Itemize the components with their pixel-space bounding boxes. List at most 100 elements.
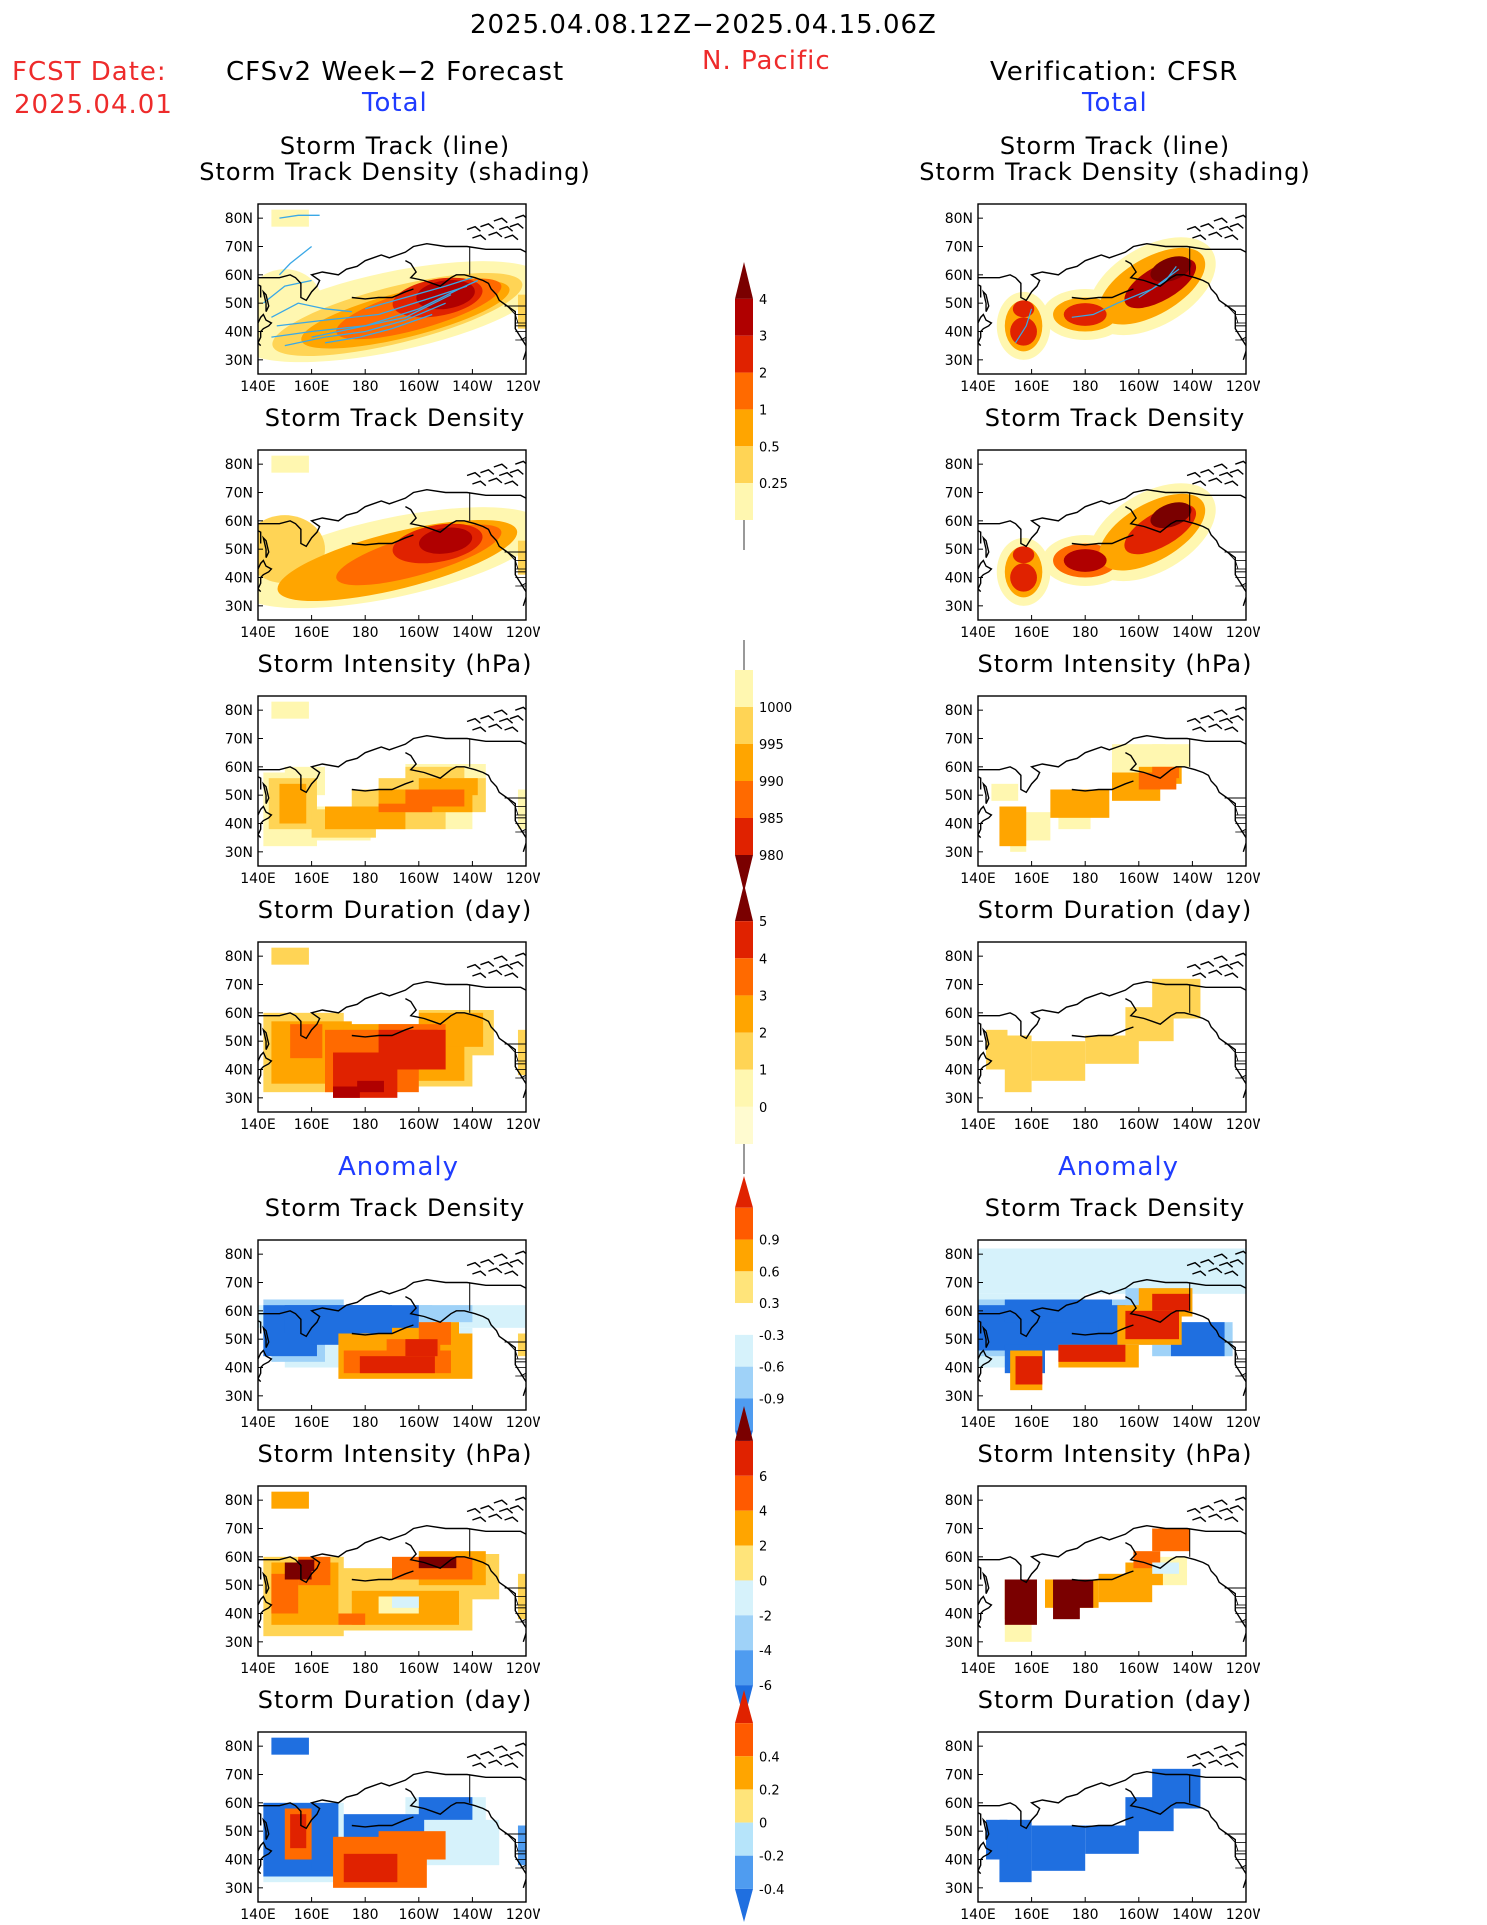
y-tick-label: 60N bbox=[225, 760, 253, 776]
x-tick-label: 180 bbox=[1072, 1907, 1099, 1923]
grid-cell bbox=[1152, 1293, 1190, 1311]
density-blob bbox=[416, 280, 475, 310]
coast-2 bbox=[978, 734, 1246, 794]
grid-cell bbox=[357, 1080, 384, 1093]
y-tick-label: 30N bbox=[225, 1635, 253, 1651]
grid-cell bbox=[991, 783, 1019, 801]
grid-cell bbox=[1152, 766, 1179, 779]
colorbar-arrow-top bbox=[735, 1176, 753, 1208]
colorbar-segment bbox=[735, 958, 753, 996]
y-tick-label: 60N bbox=[945, 1304, 973, 1320]
x-tick-label: 180 bbox=[1072, 871, 1099, 887]
map-panel-r3: 140E 160E 180 160W 140W 120W 80N 70N 60N 50N 40N 30… bbox=[945, 695, 1260, 887]
grid-cell bbox=[271, 1737, 309, 1755]
x-tick-label: 160W bbox=[399, 625, 440, 641]
coast-1 bbox=[982, 289, 990, 312]
arctic-island bbox=[1186, 1261, 1201, 1268]
coast-0 bbox=[978, 1841, 993, 1875]
x-tick-label: 140E bbox=[240, 379, 276, 395]
colorbar-duration-anom: -0.4 -0.2 0 0.2 0.4 bbox=[735, 1690, 784, 1922]
y-tick-label: 40N bbox=[225, 1853, 253, 1869]
arctic-island bbox=[498, 1507, 514, 1514]
colorbar-segment bbox=[735, 1239, 753, 1272]
grid-cell bbox=[333, 1086, 360, 1098]
y-tick-label: 50N bbox=[225, 296, 253, 312]
grid-cell bbox=[1152, 744, 1190, 767]
shading-layer bbox=[996, 483, 1216, 606]
coast-2 bbox=[258, 1278, 526, 1338]
track-line bbox=[1138, 265, 1177, 299]
map-panel-l5: 140E 160E 180 160W 140W 120W 80N 70N 60N 50N 40N 30… bbox=[225, 1239, 540, 1431]
y-tick-label: 80N bbox=[225, 457, 253, 473]
grid-cell bbox=[271, 1573, 299, 1614]
x-tick-label: 180 bbox=[352, 1661, 379, 1677]
shading-layer bbox=[986, 1768, 1201, 1883]
state-edge bbox=[506, 1043, 519, 1062]
coastline bbox=[258, 1250, 526, 1397]
arctic-island bbox=[1224, 1270, 1239, 1277]
arctic-island bbox=[480, 961, 495, 967]
x-tick-label: 160W bbox=[1119, 1907, 1160, 1923]
y-tick-label: 30N bbox=[225, 599, 253, 615]
y-tick-label: 80N bbox=[945, 1247, 973, 1263]
shading-layer bbox=[263, 947, 526, 1098]
grid-cell bbox=[517, 294, 526, 329]
y-tick-label: 80N bbox=[225, 703, 253, 719]
arctic-island bbox=[1192, 726, 1207, 733]
x-tick-label: 140W bbox=[452, 871, 493, 887]
colorbar-label: 2 bbox=[759, 1540, 767, 1555]
arctic-island bbox=[1235, 1250, 1246, 1255]
y-tick-label: 30N bbox=[225, 1881, 253, 1897]
x-tick-label: 140W bbox=[452, 625, 493, 641]
state-edge bbox=[1226, 1043, 1239, 1062]
y-tick-label: 50N bbox=[945, 1034, 973, 1050]
arctic-island bbox=[498, 717, 514, 724]
grid-cell bbox=[1015, 1356, 1043, 1385]
colorbar-segment bbox=[735, 1475, 753, 1511]
x-tick-label: 140E bbox=[960, 1661, 996, 1677]
arctic-island bbox=[466, 1507, 481, 1514]
arctic-island bbox=[1200, 1751, 1215, 1757]
arctic-island bbox=[480, 469, 495, 475]
arctic-island bbox=[1229, 1505, 1244, 1511]
y-tick-label: 40N bbox=[225, 817, 253, 833]
x-tick-label: 120W bbox=[506, 1907, 540, 1923]
y-tick-label: 80N bbox=[945, 211, 973, 227]
colorbar-label: -0.6 bbox=[759, 1361, 784, 1376]
coast-4 bbox=[1071, 1026, 1134, 1038]
colorbar-label: 0.3 bbox=[759, 1297, 780, 1312]
y-tick-label: 30N bbox=[945, 1091, 973, 1107]
state-edge bbox=[1226, 1587, 1239, 1606]
coast-2 bbox=[258, 980, 526, 1040]
arctic-island bbox=[1224, 1516, 1239, 1523]
arctic-island bbox=[515, 1250, 526, 1255]
arctic-island bbox=[472, 1270, 487, 1277]
y-tick-label: 70N bbox=[225, 1276, 253, 1292]
panel-title-r5: Storm Track Density bbox=[984, 1194, 1246, 1222]
x-tick-label: 140W bbox=[452, 1117, 493, 1133]
shading-layer bbox=[258, 1299, 526, 1379]
left-anomaly-label: Anomaly bbox=[338, 1152, 460, 1182]
arctic-island bbox=[1218, 225, 1234, 232]
arctic-island bbox=[1235, 1742, 1246, 1747]
y-tick-label: 70N bbox=[945, 1276, 973, 1292]
arctic-island bbox=[1213, 955, 1228, 962]
arctic-island bbox=[1186, 1753, 1201, 1760]
y-tick-label: 50N bbox=[945, 542, 973, 558]
x-tick-label: 160E bbox=[294, 1661, 330, 1677]
map-panel-l2: 140E 160E 180 160W 140W 120W 80N 70N 60N 50N 40N 30… bbox=[225, 449, 540, 641]
map-panel-l1: 140E 160E 180 160W 140W 120W 80N 70N 60N 50N 40N 30… bbox=[225, 203, 540, 395]
y-tick-label: 80N bbox=[945, 1493, 973, 1509]
y-tick-label: 70N bbox=[945, 486, 973, 502]
y-tick-label: 60N bbox=[945, 1550, 973, 1566]
x-tick-label: 160W bbox=[1119, 1415, 1160, 1431]
coast-2 bbox=[258, 734, 526, 794]
x-tick-label: 160W bbox=[399, 1117, 440, 1133]
density-blob bbox=[1012, 546, 1035, 564]
border-3 bbox=[520, 1074, 526, 1079]
map-panel-r1: 140E 160E 180 160W 140W 120W 80N 70N 60N 50N 40N 30… bbox=[945, 203, 1260, 395]
x-tick-label: 140W bbox=[452, 1907, 493, 1923]
x-tick-label: 180 bbox=[352, 871, 379, 887]
x-tick-label: 160W bbox=[1119, 871, 1160, 887]
arctic-island bbox=[1235, 1496, 1246, 1501]
